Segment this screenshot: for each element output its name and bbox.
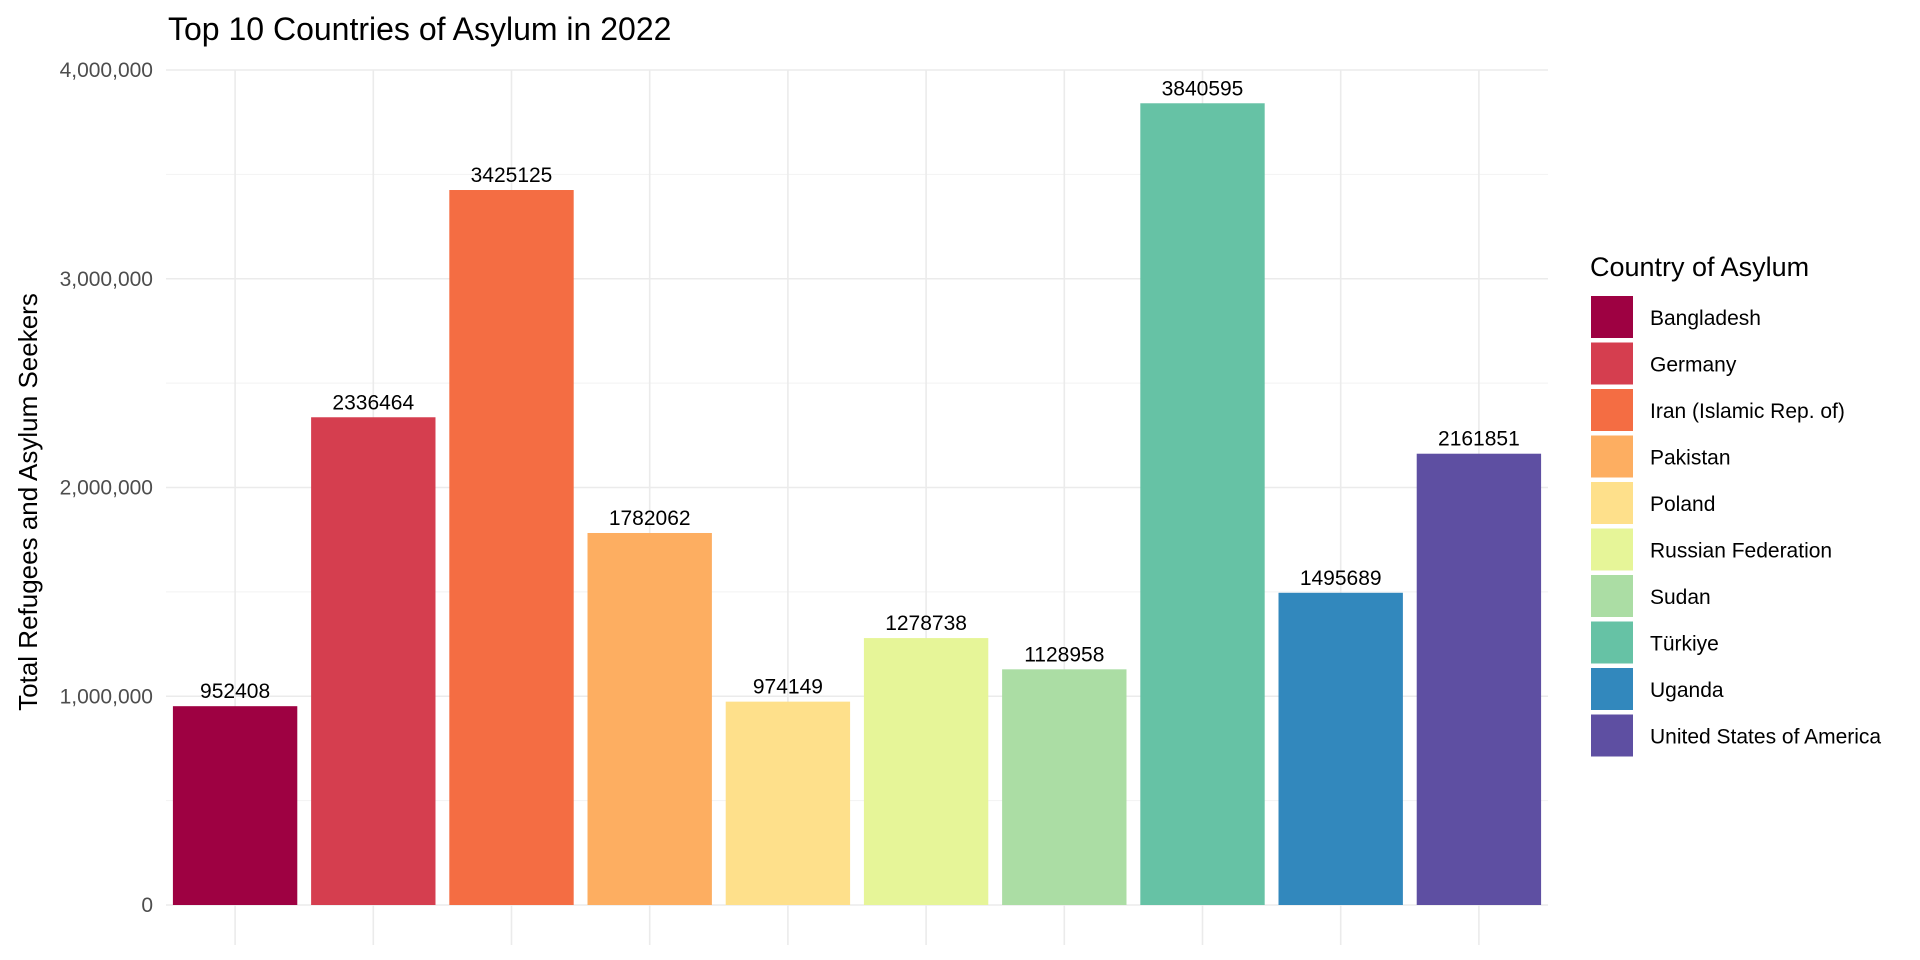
- bar: [863, 638, 989, 905]
- legend: Country of Asylum Bangladesh Germany Iran …: [1590, 252, 1881, 757]
- bar: [449, 190, 574, 906]
- bar-value-label: 1782062: [609, 507, 691, 530]
- bar-value-label: 2161851: [1438, 428, 1520, 451]
- legend-key: [1591, 435, 1633, 478]
- bar-value-label: 3840595: [1162, 77, 1244, 100]
- data-labels: 952408 2336464 3425125 1782062 974149 1278738…: [200, 77, 1520, 703]
- legend-label: United States of America: [1650, 726, 1881, 749]
- legend-label: Sudan: [1650, 586, 1711, 609]
- bar-value-label: 974149: [753, 676, 823, 699]
- legend-label: Iran (Islamic Rep. of): [1650, 400, 1845, 423]
- legend-key: [1591, 714, 1633, 757]
- bar-value-label: 1495689: [1300, 567, 1382, 590]
- bar: [725, 701, 851, 905]
- legend-key: [1591, 621, 1633, 664]
- legend-key: [1591, 668, 1633, 710]
- legend-key: [1591, 528, 1633, 571]
- y-tick-label: 4,000,000: [60, 59, 153, 82]
- legend-label: Pakistan: [1650, 447, 1731, 470]
- legend-label: Germany: [1650, 354, 1737, 377]
- bar: [311, 417, 436, 905]
- y-tick-label: 1,000,000: [60, 685, 153, 708]
- legend-key: [1591, 575, 1633, 617]
- bar: [1278, 592, 1403, 905]
- bar-value-label: 1128958: [1024, 643, 1104, 666]
- bars: [172, 103, 1542, 906]
- y-axis: 0 1,000,000 2,000,000 3,000,000 4,000,000: [60, 59, 153, 917]
- legend-key: [1591, 389, 1633, 431]
- bar: [1416, 453, 1542, 905]
- bar-value-label: 2336464: [332, 391, 414, 414]
- legend-key: [1591, 342, 1633, 385]
- legend-label: Poland: [1650, 493, 1715, 516]
- legend-label: Russian Federation: [1650, 540, 1832, 563]
- bar: [587, 532, 712, 905]
- legend-label: Türkiye: [1650, 633, 1719, 656]
- bar: [1140, 103, 1265, 905]
- legend-label: Bangladesh: [1650, 307, 1761, 330]
- bar-value-label: 1278738: [885, 612, 967, 635]
- bar: [1002, 669, 1127, 905]
- y-tick-label: 2,000,000: [60, 477, 153, 500]
- y-axis-title: Total Refugees and Asylum Seekers: [13, 293, 43, 711]
- bar: [172, 706, 298, 905]
- legend-key: [1591, 296, 1633, 338]
- legend-title: Country of Asylum: [1590, 252, 1809, 282]
- legend-key: [1591, 482, 1633, 524]
- y-tick-label: 0: [141, 894, 153, 917]
- legend-label: Uganda: [1650, 679, 1724, 702]
- y-tick-label: 3,000,000: [60, 268, 153, 291]
- chart-title: Top 10 Countries of Asylum in 2022: [168, 11, 671, 47]
- bar-value-label: 3425125: [471, 164, 553, 187]
- bar-value-label: 952408: [200, 680, 270, 703]
